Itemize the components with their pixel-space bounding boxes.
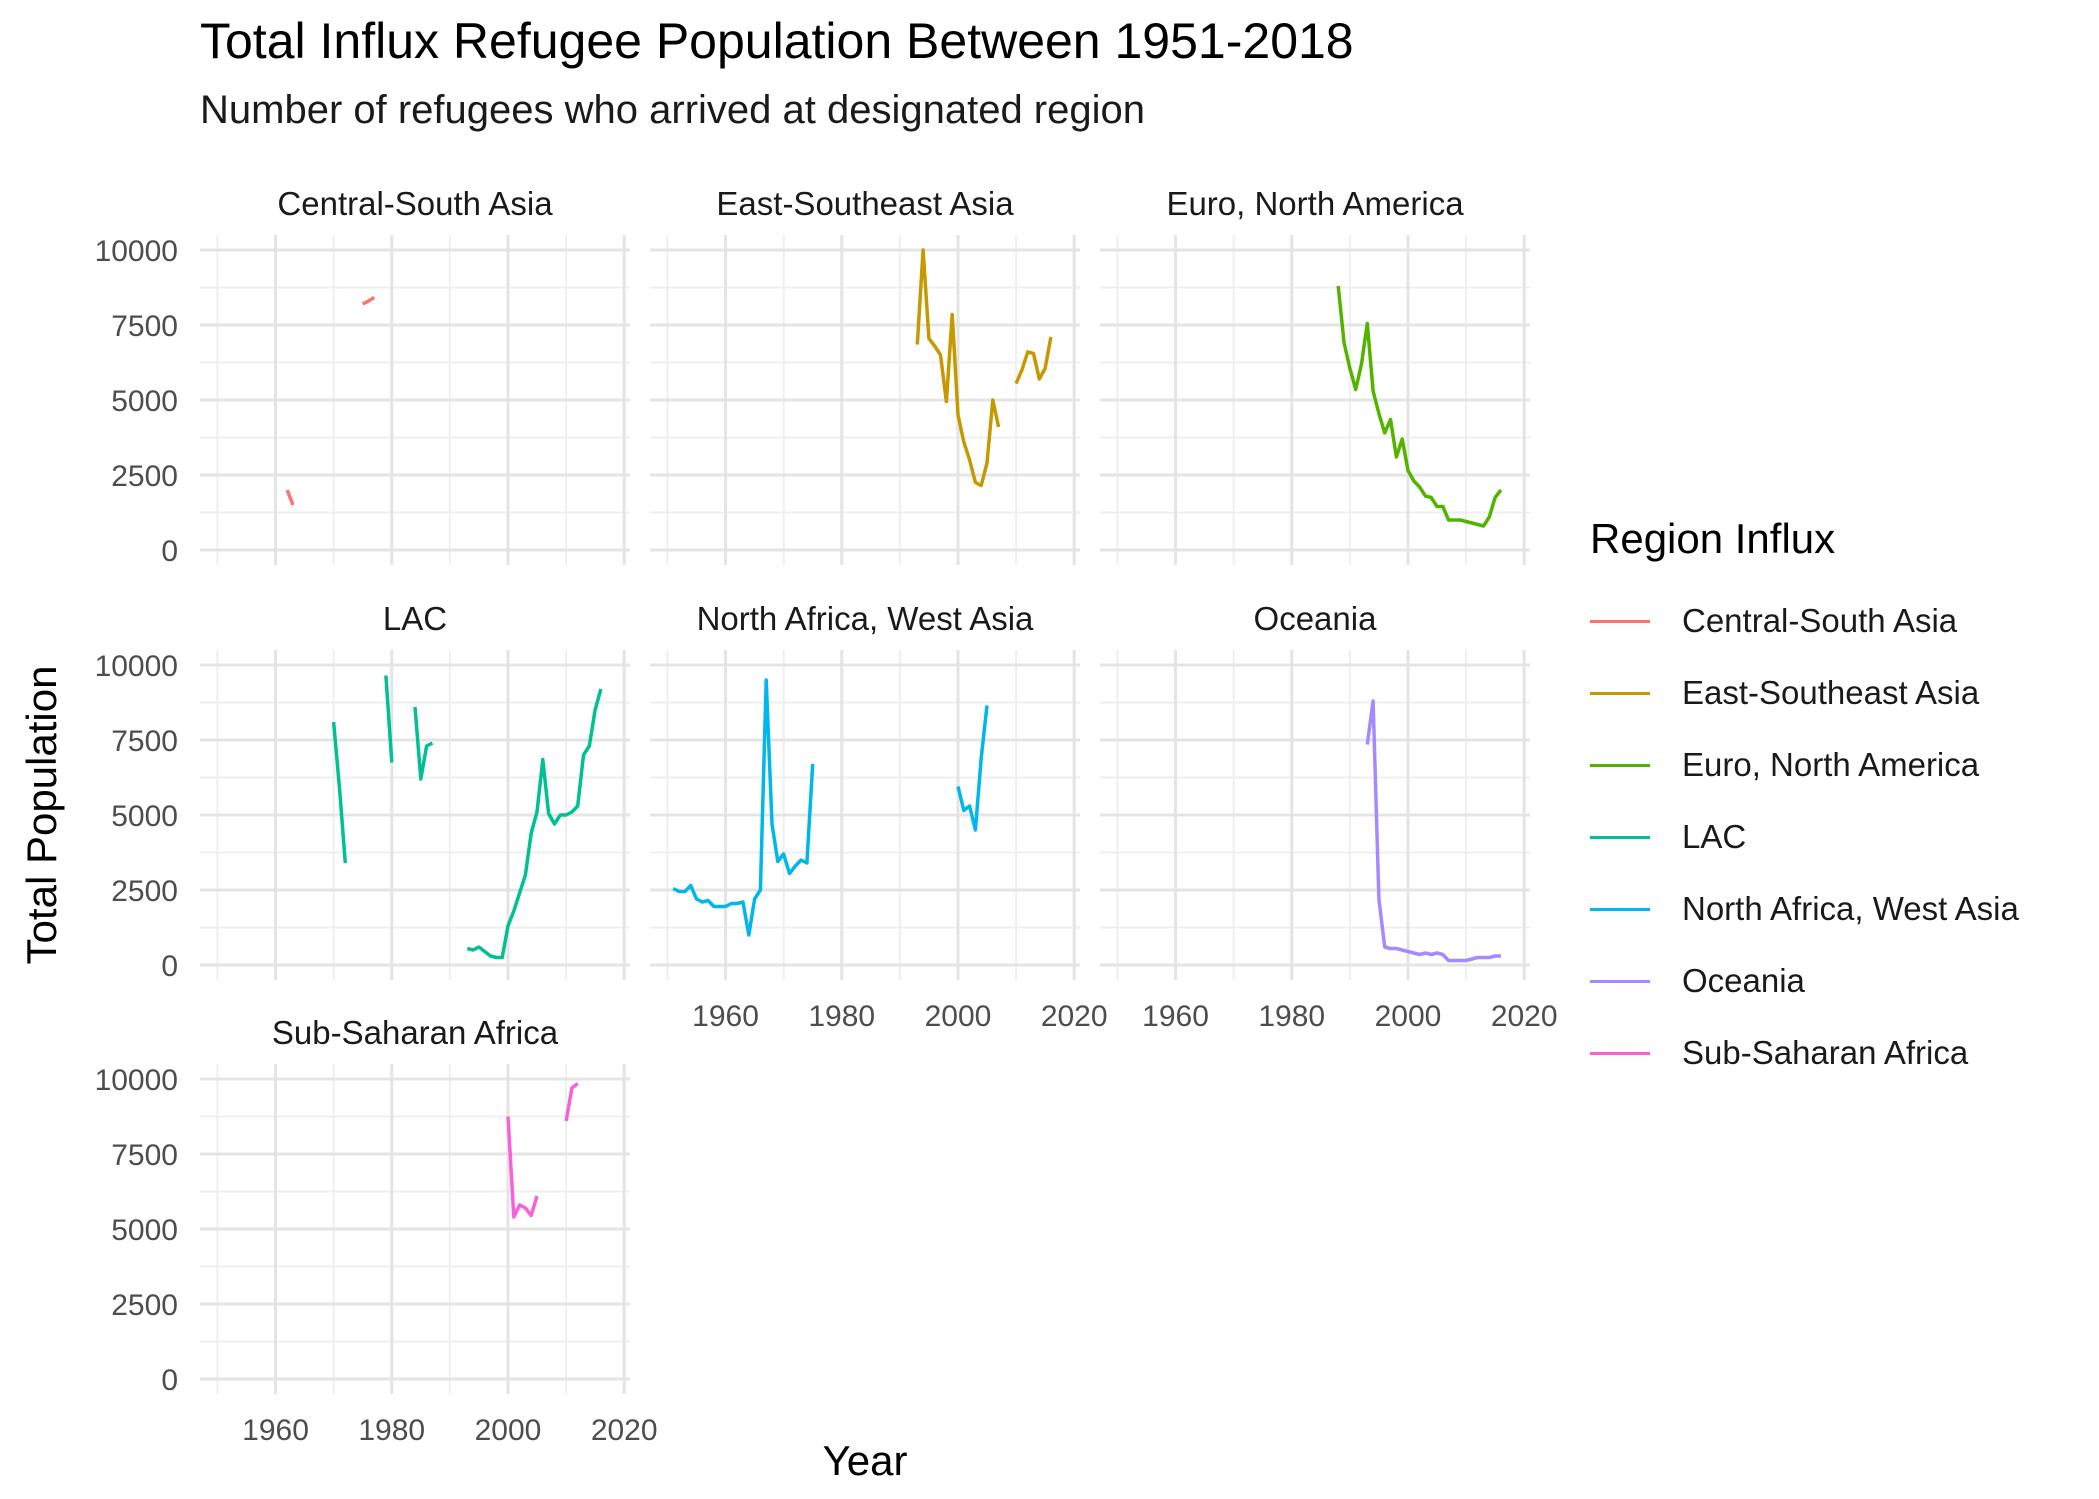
x-tick-label: 2020 xyxy=(591,1414,658,1447)
x-tick-label: 2000 xyxy=(475,1414,542,1447)
series-line-east-southeast-asia-2 xyxy=(1014,336,1053,385)
facet-strip-lac: LAC xyxy=(383,600,447,637)
y-tick-label: 7500 xyxy=(111,725,178,758)
y-tick-label: 7500 xyxy=(111,310,178,343)
series-line-east-southeast-asia-1 xyxy=(915,248,1001,488)
legend-item-central-south-asia: Central-South Asia xyxy=(1590,585,2090,657)
facet-strip-east-southeast-asia: East-Southeast Asia xyxy=(716,185,1014,222)
y-tick-label: 10000 xyxy=(95,650,178,683)
y-tick-label: 2500 xyxy=(111,875,178,908)
legend-label: East-Southeast Asia xyxy=(1682,674,1980,711)
y-tick-label: 5000 xyxy=(111,800,178,833)
y-tick-label: 0 xyxy=(161,950,178,983)
legend-key-north-africa-west-asia xyxy=(1590,907,1650,911)
legend-label: Central-South Asia xyxy=(1682,602,1958,639)
x-axis-title: Year xyxy=(823,1437,908,1484)
legend-item-oceania: Oceania xyxy=(1590,945,2090,1017)
x-tick-label: 2020 xyxy=(1491,1000,1558,1033)
y-tick-label: 0 xyxy=(161,535,178,568)
x-tick-label: 2020 xyxy=(1041,1000,1108,1033)
x-tick-label: 2000 xyxy=(1375,1000,1442,1033)
legend-key-lac xyxy=(1590,835,1650,839)
y-tick-label: 10000 xyxy=(95,1064,178,1097)
facet-strip-oceania: Oceania xyxy=(1254,600,1378,637)
y-tick-label: 2500 xyxy=(111,1289,178,1322)
legend-items: Central-South Asia East-Southeast Asia Eur… xyxy=(1590,585,2090,1089)
x-tick-label: 1980 xyxy=(808,1000,875,1033)
legend-item-sub-saharan-africa: Sub-Saharan Africa xyxy=(1590,1017,2090,1089)
legend-item-euro-north-america: Euro, North America xyxy=(1590,729,2090,801)
legend-key-central-south-asia xyxy=(1590,619,1650,623)
series-line-central-south-asia-2 xyxy=(361,295,376,306)
legend-item-east-southeast-asia: East-Southeast Asia xyxy=(1590,657,2090,729)
legend-label: North Africa, West Asia xyxy=(1682,890,2019,927)
legend-label: Euro, North America xyxy=(1682,746,1980,783)
series-line-euro-north-america-1 xyxy=(1336,285,1503,528)
legend-label: Oceania xyxy=(1682,962,1805,999)
series-line-central-south-asia-1 xyxy=(285,489,295,506)
x-tick-label: 1960 xyxy=(242,1414,309,1447)
legend-key-east-southeast-asia xyxy=(1590,691,1650,695)
y-tick-label: 10000 xyxy=(95,235,178,268)
series-line-north-africa-west-asia-2 xyxy=(956,705,989,832)
facet-strip-central-south-asia: Central-South Asia xyxy=(277,185,553,222)
x-tick-label: 1960 xyxy=(1142,1000,1209,1033)
legend-item-north-africa-west-asia: North Africa, West Asia xyxy=(1590,873,2090,945)
x-tick-label: 1980 xyxy=(1258,1000,1325,1033)
chart-subtitle: Number of refugees who arrived at design… xyxy=(200,88,1145,132)
y-tick-label: 2500 xyxy=(111,460,178,493)
legend-key-sub-saharan-africa xyxy=(1590,1051,1650,1055)
series-line-north-africa-west-asia-1 xyxy=(672,678,815,937)
y-tick-label: 5000 xyxy=(111,385,178,418)
series-line-lac-4 xyxy=(466,688,603,960)
y-tick-label: 7500 xyxy=(111,1139,178,1172)
series-line-lac-3 xyxy=(413,706,434,781)
legend-label: Sub-Saharan Africa xyxy=(1682,1034,1969,1071)
x-tick-label: 1960 xyxy=(692,1000,759,1033)
series-line-sub-saharan-africa-2 xyxy=(564,1082,579,1122)
legend-key-euro-north-america xyxy=(1590,763,1650,767)
facet-strip-euro-north-america: Euro, North America xyxy=(1166,185,1464,222)
series-line-oceania-1 xyxy=(1365,699,1501,963)
x-tick-label: 1980 xyxy=(358,1414,425,1447)
legend-label: LAC xyxy=(1682,818,1747,855)
series-line-lac-2 xyxy=(384,675,394,763)
facet-strip-north-africa-west-asia: North Africa, West Asia xyxy=(697,600,1034,637)
y-tick-label: 5000 xyxy=(111,1214,178,1247)
legend: Region Influx Central-South Asia East-Sou… xyxy=(1590,515,2090,1089)
chart-title: Total Influx Refugee Population Between … xyxy=(200,13,1354,69)
facet-strip-sub-saharan-africa: Sub-Saharan Africa xyxy=(272,1014,559,1051)
y-axis-title: Total Population xyxy=(18,666,65,965)
series-line-sub-saharan-africa-1 xyxy=(506,1116,539,1219)
x-tick-label: 2000 xyxy=(925,1000,992,1033)
series-line-lac-1 xyxy=(331,721,348,864)
legend-item-lac: LAC xyxy=(1590,801,2090,873)
y-tick-label: 0 xyxy=(161,1364,178,1397)
legend-key-oceania xyxy=(1590,979,1650,983)
legend-title: Region Influx xyxy=(1590,515,1836,562)
